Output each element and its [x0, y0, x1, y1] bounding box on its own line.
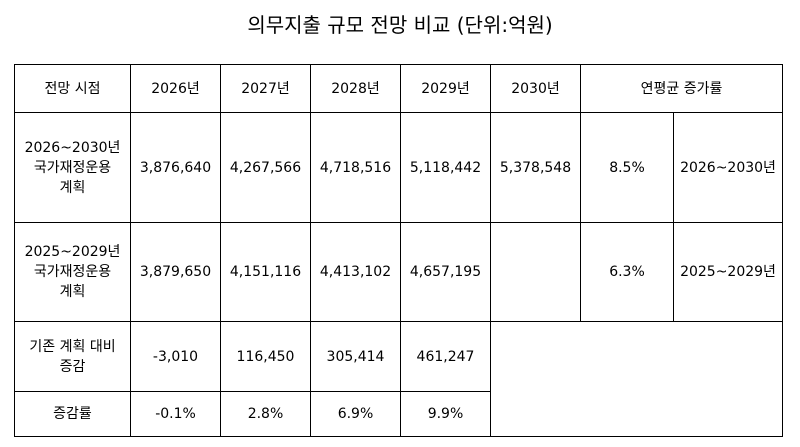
table-cell: -0.1% — [130, 391, 221, 437]
header-year-2029: 2029년 — [400, 64, 491, 113]
cagr-rate-plan-2026: 8.5% — [580, 112, 674, 223]
header-year-2028: 2028년 — [310, 64, 401, 113]
table-cell: 3,879,650 — [130, 222, 221, 322]
table-cell: 5,378,548 — [490, 112, 581, 223]
table-row-plan-2026: 2026~2030년 국가재정운용 계획 3,876,640 4,267,566… — [14, 112, 784, 223]
table-cell: 6.9% — [310, 391, 401, 437]
cagr-rate-plan-2025: 6.3% — [580, 222, 674, 322]
table-cell: 4,657,195 — [400, 222, 491, 322]
table-row-plan-2025: 2025~2029년 국가재정운용 계획 3,879,650 4,151,116… — [14, 222, 784, 322]
table-cell: 305,414 — [310, 321, 401, 392]
table-cell: -3,010 — [130, 321, 221, 392]
header-year-2026: 2026년 — [130, 64, 221, 113]
row-label-plan-2026: 2026~2030년 국가재정운용 계획 — [14, 112, 131, 223]
table-cell: 4,718,516 — [310, 112, 401, 223]
page-title: 의무지출 규모 전망 비교 (단위:억원) — [247, 13, 553, 37]
table-cell: 4,267,566 — [220, 112, 311, 223]
cagr-period-plan-2025: 2025~2029년 — [672, 222, 784, 322]
table-header-row: 전망 시점 2026년 2027년 2028년 2029년 2030년 연평균 … — [14, 64, 784, 113]
table-row-rate: 증감률 -0.1% 2.8% 6.9% 9.9% — [14, 391, 783, 437]
row-label-rate: 증감률 — [14, 391, 131, 437]
table-cell: 4,151,116 — [220, 222, 311, 322]
table-cell: 461,247 — [400, 321, 491, 392]
header-year-2030: 2030년 — [490, 64, 581, 113]
table-cell: 3,876,640 — [130, 112, 221, 223]
comparison-table: 전망 시점 2026년 2027년 2028년 2029년 2030년 연평균 … — [14, 64, 784, 437]
table-cell: 116,450 — [220, 321, 311, 392]
header-year-2027: 2027년 — [220, 64, 311, 113]
row-label-diff: 기존 계획 대비 증감 — [14, 321, 131, 392]
table-cell-empty-merged — [489, 321, 784, 437]
table-row-diff: 기존 계획 대비 증감 -3,010 116,450 305,414 461,2… — [14, 321, 784, 437]
header-label-cell: 전망 시점 — [14, 64, 131, 113]
table-cell-empty — [490, 222, 581, 322]
header-cagr: 연평균 증가률 — [579, 64, 784, 113]
table-cell: 2.8% — [220, 391, 311, 437]
table-cell: 4,413,102 — [310, 222, 401, 322]
cagr-period-plan-2026: 2026~2030년 — [672, 112, 784, 223]
table-cell: 9.9% — [400, 391, 491, 437]
table-cell: 5,118,442 — [400, 112, 491, 223]
row-label-plan-2025: 2025~2029년 국가재정운용 계획 — [14, 222, 131, 322]
